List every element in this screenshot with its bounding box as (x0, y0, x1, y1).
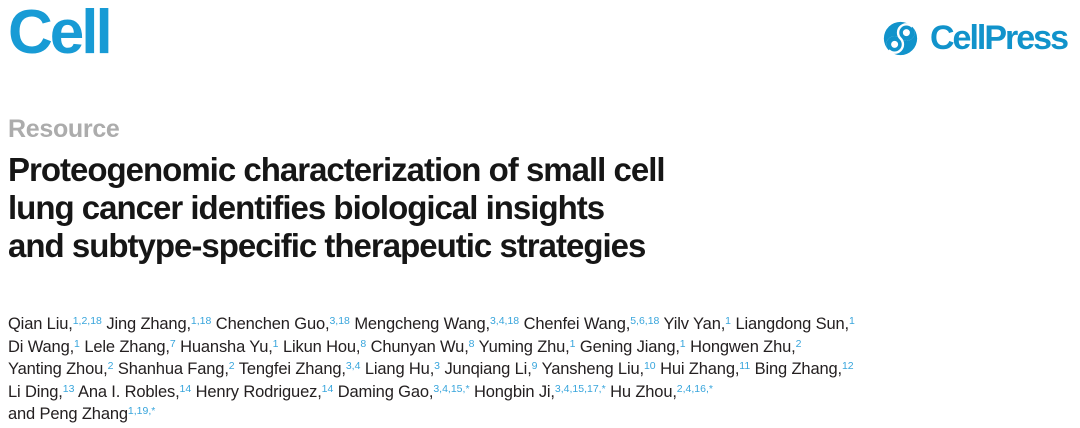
author-affiliation-superscript: 1 (848, 315, 855, 327)
author-name: Yanting Zhou, (8, 360, 108, 379)
author-list: Qian Liu,1,2,18 Jing Zhang,1,18 Chenchen… (8, 313, 855, 426)
author-name: Lele Zhang, (84, 337, 170, 356)
author-name: Tengfei Zhang, (238, 360, 346, 379)
author-affiliation-superscript: 3,4,18 (489, 315, 520, 327)
author-name: Jing Zhang, (106, 315, 191, 333)
author-affiliation-superscript: 1,2,18 (72, 315, 102, 327)
author-name: Hui Zhang, (660, 360, 740, 379)
author-name: Yilv Yan, (663, 315, 726, 333)
author-name: Likun Hou, (282, 337, 361, 356)
author-name: Liangdong Sun, (735, 315, 849, 333)
author-affiliation-superscript: 14 (321, 382, 334, 395)
cellpress-swirl-icon (882, 20, 919, 57)
author-name: Bing Zhang, (754, 360, 842, 379)
author-name: Chenchen Guo, (215, 315, 330, 333)
cellpress-publisher-logo: CellPress (882, 19, 1069, 58)
author-affiliation-superscript: 8 (360, 337, 367, 350)
author-name: Yansheng Liu, (541, 360, 644, 379)
author-name: Li Ding, (8, 382, 63, 401)
title-line: lung cancer identifies biological insigh… (8, 189, 605, 226)
author-name: Mengcheng Wang, (354, 315, 490, 333)
author-name: and Peng Zhang (8, 405, 128, 424)
author-affiliation-superscript: 9 (531, 360, 538, 373)
author-name: Ana I. Robles, (77, 382, 180, 401)
author-line: and Peng Zhang1,19,* (8, 403, 855, 426)
author-affiliation-superscript: 1 (679, 337, 686, 350)
author-line: Li Ding,13 Ana I. Robles,14 Henry Rodrig… (8, 381, 855, 404)
author-affiliation-superscript: 1 (272, 337, 279, 350)
author-name: Chunyan Wu, (370, 337, 469, 356)
author-name: Qian Liu, (8, 315, 73, 333)
author-name: Hongwen Zhu, (690, 337, 796, 356)
author-affiliation-superscript: 3,4 (345, 360, 361, 373)
author-line: Qian Liu,1,2,18 Jing Zhang,1,18 Chenchen… (8, 313, 855, 336)
author-affiliation-superscript: 1 (725, 315, 732, 327)
author-affiliation-superscript: 10 (643, 360, 656, 373)
author-affiliation-superscript: 1,18 (190, 315, 212, 327)
cell-journal-logo: Cell (8, 0, 113, 67)
author-name: Daming Gao, (337, 382, 434, 401)
author-affiliation-superscript: 3 (434, 360, 440, 373)
author-name: Gening Jiang, (579, 337, 680, 356)
author-affiliation-superscript: 2 (228, 360, 235, 373)
author-name: Hu Zhou, (610, 382, 677, 401)
author-name: Huansha Yu, (180, 337, 273, 356)
author-affiliation-superscript: 7 (169, 337, 176, 350)
author-name: Henry Rodriguez, (195, 382, 322, 401)
title-line: Proteogenomic characterization of small … (8, 151, 666, 188)
author-affiliation-superscript: 3,4,15,* (433, 382, 470, 395)
cellpress-logo-text: CellPress (930, 19, 1069, 57)
author-name: Liang Hu, (364, 360, 435, 379)
author-line: Di Wang,1 Lele Zhang,7 Huansha Yu,1 Liku… (8, 336, 855, 359)
author-line: Yanting Zhou,2 Shanhua Fang,2 Tengfei Zh… (8, 358, 855, 381)
author-name: Yuming Zhu, (478, 337, 570, 356)
author-affiliation-superscript: 13 (62, 382, 75, 395)
author-affiliation-superscript: 5,6,18 (630, 315, 660, 327)
author-affiliation-superscript: 8 (468, 337, 475, 350)
author-affiliation-superscript: 3,4,15,17,* (554, 382, 606, 395)
author-name: Di Wang, (8, 337, 75, 356)
author-affiliation-superscript: 3,18 (329, 315, 350, 327)
author-affiliation-superscript: 2,4,16,* (676, 382, 713, 395)
author-affiliation-superscript: 14 (179, 382, 192, 395)
author-affiliation-superscript: 1 (74, 337, 80, 350)
author-affiliation-superscript: 11 (739, 360, 751, 373)
article-title: Proteogenomic characterization of small … (8, 151, 666, 265)
author-name: Shanhua Fang, (117, 360, 229, 379)
author-name: Chenfei Wang, (523, 315, 631, 333)
author-affiliation-superscript: 12 (841, 360, 854, 373)
author-name: Hongbin Ji, (473, 382, 555, 401)
author-affiliation-superscript: 2 (107, 360, 114, 373)
author-affiliation-superscript: 1 (569, 337, 576, 350)
author-name: Junqiang Li, (444, 360, 532, 379)
title-line: and subtype-specific therapeutic strateg… (8, 227, 646, 264)
author-affiliation-superscript: 1,19,* (127, 405, 156, 418)
author-affiliation-superscript: 2 (795, 337, 802, 350)
article-type-label: Resource (8, 115, 120, 143)
